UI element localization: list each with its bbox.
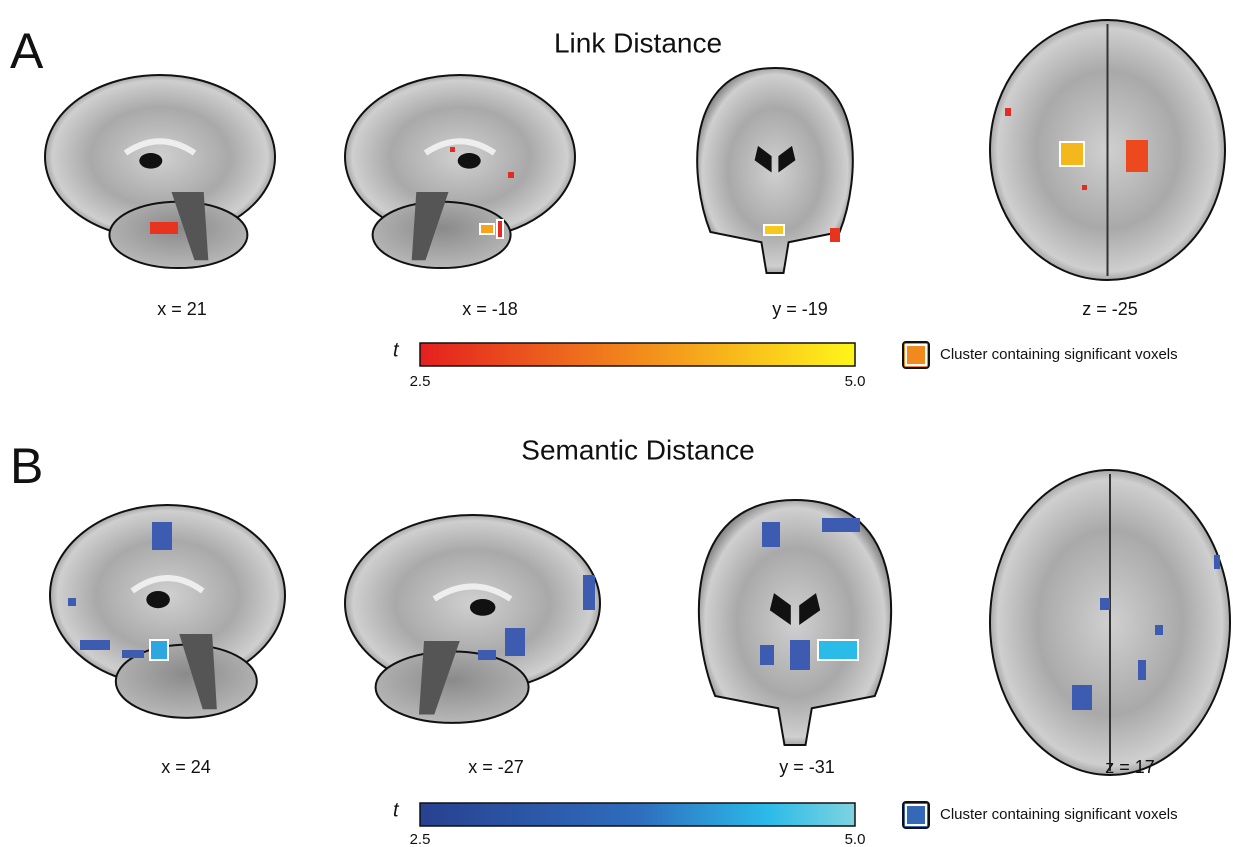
legend-label: Cluster containing significant voxels — [940, 346, 1178, 363]
activation — [1005, 108, 1011, 116]
ventricle — [139, 153, 162, 169]
panel-title: Link Distance — [554, 27, 722, 58]
colorbar-max: 5.0 — [845, 373, 866, 390]
colorbar-symbol: t — [393, 799, 400, 821]
panel-title: Semantic Distance — [521, 434, 754, 465]
activation — [152, 522, 172, 550]
sagittal-slice — [45, 75, 275, 268]
activation — [80, 640, 110, 650]
activation — [1100, 598, 1110, 610]
activation — [122, 650, 144, 658]
slice-label: x = 21 — [157, 299, 207, 319]
ventricle — [470, 599, 496, 616]
activation — [822, 518, 860, 532]
activation — [760, 645, 774, 665]
colorbar-max: 5.0 — [845, 831, 866, 847]
activation — [1060, 142, 1084, 166]
activation — [1138, 660, 1146, 680]
colorbar — [420, 803, 855, 826]
activation — [762, 522, 780, 547]
activation — [790, 640, 810, 670]
sagittal-slice — [345, 75, 575, 268]
panel-label: B — [10, 438, 43, 494]
activation — [1072, 685, 1092, 710]
slice-label: y = -19 — [772, 299, 828, 319]
slice-label: z = 17 — [1105, 757, 1155, 777]
activation — [68, 598, 76, 606]
activation — [508, 172, 514, 178]
activation — [583, 575, 595, 610]
slice-label: y = -31 — [779, 757, 835, 777]
coronal-slice — [697, 68, 853, 273]
activation — [505, 628, 525, 656]
activation — [450, 147, 455, 152]
figure: A Link Distance x = 21 x = -18 y = -19 z = -2… — [0, 0, 1233, 847]
legend-label: Cluster containing significant voxels — [940, 806, 1178, 823]
sagittal-slice — [345, 515, 600, 723]
activation — [497, 220, 503, 238]
activation — [478, 650, 496, 660]
panel: B Semantic Distance x = 24 x = -27 y = -31 z … — [10, 434, 1230, 847]
colorbar-min: 2.5 — [410, 831, 431, 847]
colorbar-symbol: t — [393, 339, 400, 361]
activation — [830, 228, 840, 242]
activation — [818, 640, 858, 660]
slice-label: z = -25 — [1082, 299, 1138, 319]
ventricle — [458, 153, 481, 169]
slice-label: x = -27 — [468, 757, 524, 777]
activation — [150, 640, 168, 660]
colorbar — [420, 343, 855, 366]
coronal-slice — [699, 500, 891, 745]
slice-label: x = -18 — [462, 299, 518, 319]
activation — [480, 224, 494, 234]
ventricle — [146, 591, 170, 608]
colorbar-min: 2.5 — [410, 373, 431, 390]
activation — [1126, 140, 1148, 172]
activation — [1082, 185, 1087, 190]
activation — [764, 225, 784, 235]
panel: A Link Distance x = 21 x = -18 y = -19 z = -2… — [10, 20, 1225, 390]
activation — [150, 222, 178, 234]
activation — [1214, 555, 1220, 569]
activation — [1155, 625, 1163, 635]
slice-label: x = 24 — [161, 757, 211, 777]
panel-label: A — [10, 23, 44, 79]
